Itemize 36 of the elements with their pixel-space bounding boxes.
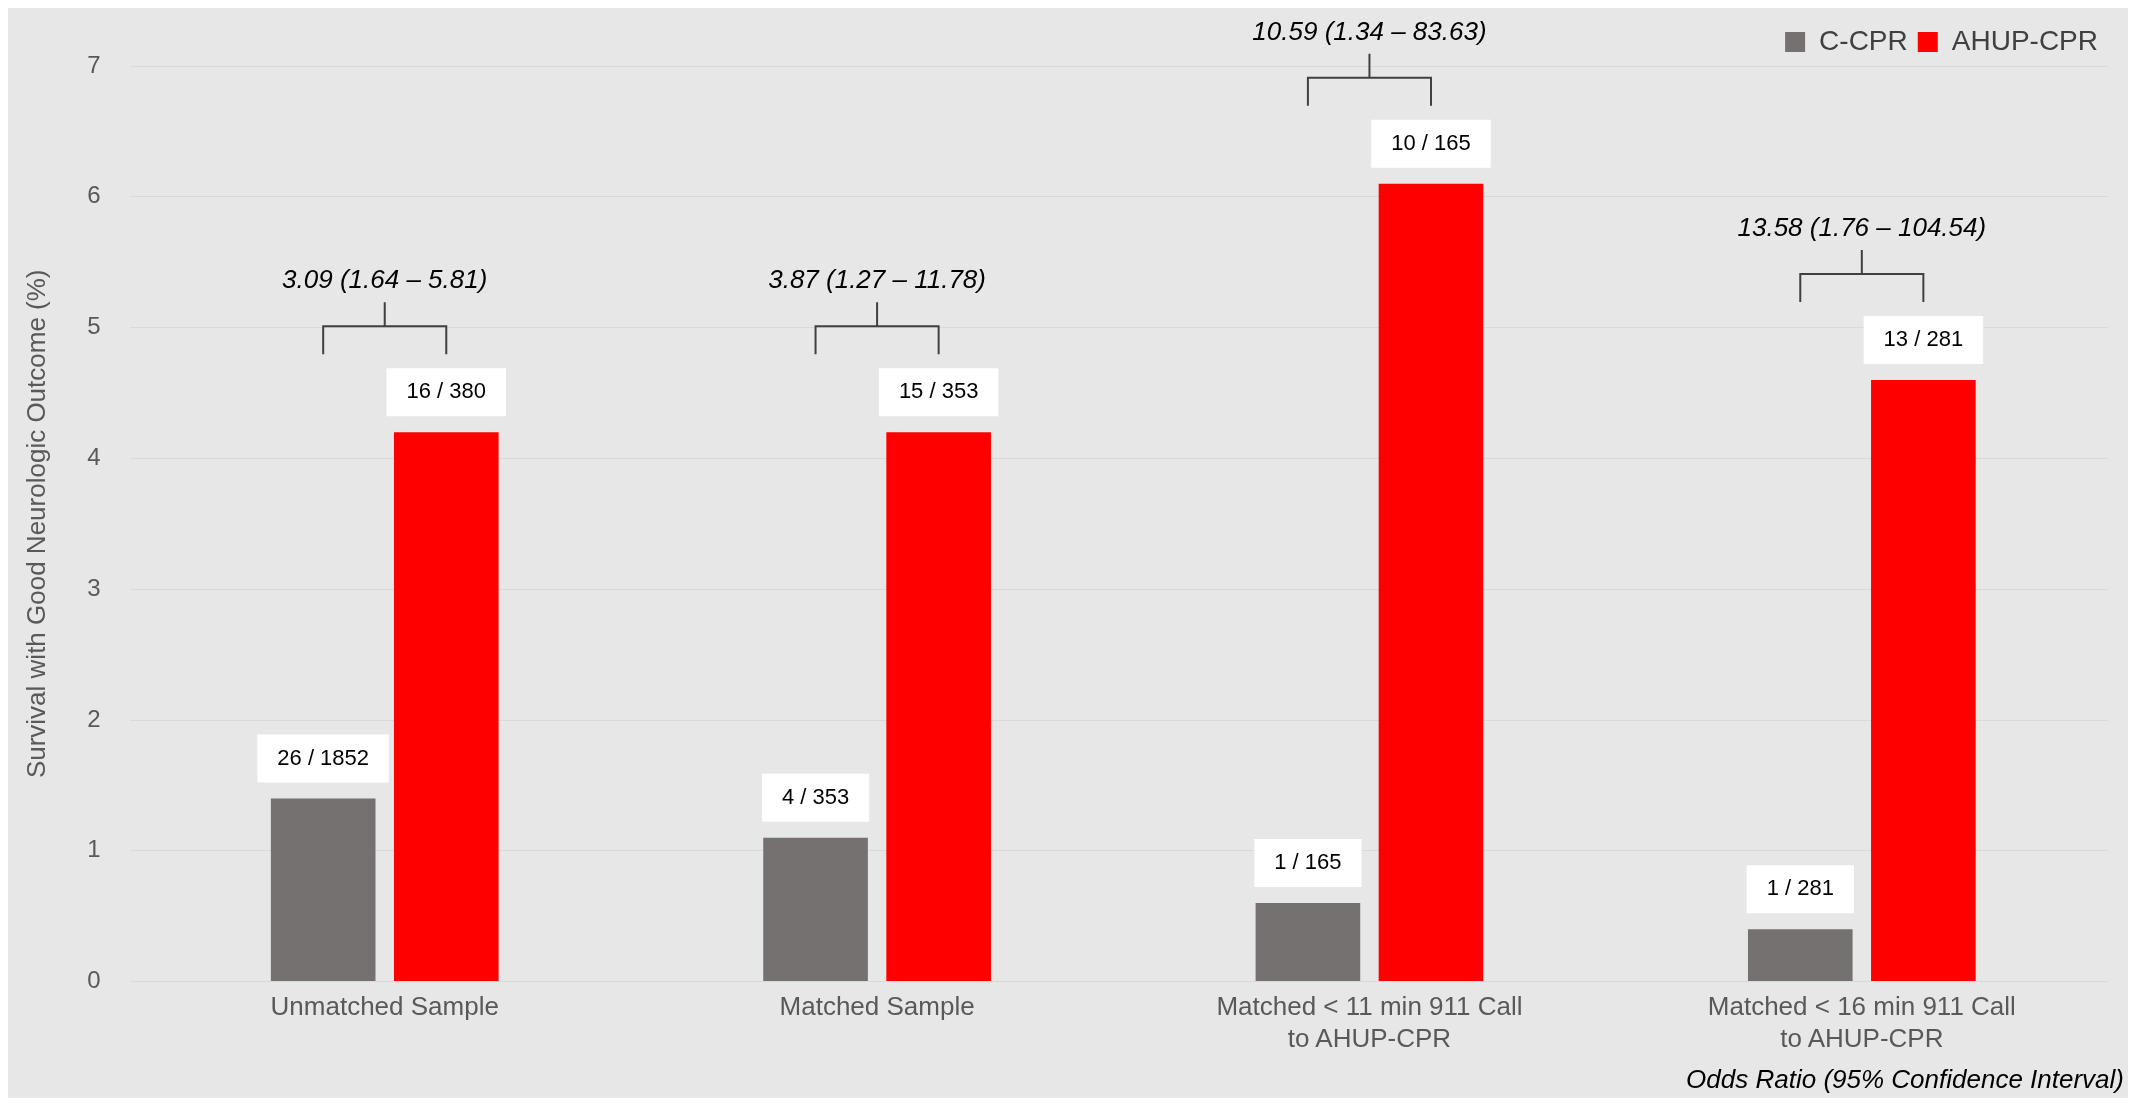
bar [886,432,991,982]
bar [1871,379,1976,982]
annotation: 10 / 165 [1391,129,1471,155]
y-axis-title: Survival with Good Neurologic Outcome (%) [20,269,51,779]
annotation: 16 / 380 [406,378,487,404]
text: Odds Ratio (95% Confidence Interval) [1686,1064,2124,1095]
y-tick-label: 3 [87,573,101,601]
text: 10.59 (1.34 – 83.63) [1252,15,1487,46]
x-tick-label: Unmatched Sample [270,991,499,1022]
annotation: 15 / 353 [898,378,979,404]
annotation: 26 / 1852 [277,744,370,770]
bar [763,837,868,982]
x-tick-label: Matched Sample [779,991,975,1022]
annotation: 1 / 281 [1766,875,1834,901]
bar [1255,903,1361,982]
bar [270,798,376,982]
x-tick-label: Matched < 11 min 911 Call to AHUP-CPR [1216,991,1523,1053]
bar [1747,929,1853,982]
annotation: 13 / 281 [1883,325,1964,351]
x-tick-label: Matched < 16 min 911 Call to AHUP-CPR [1707,991,2016,1053]
y-tick-label: 0 [87,966,101,994]
annotation: 13.58 (1.76 – 104.54) [1737,212,1987,243]
y-tick-label: 7 [87,50,101,78]
annotation: 3.87 (1.27 – 11.78) [768,264,986,295]
y-tick-label: 6 [87,181,101,209]
bar [1378,183,1484,982]
y-tick-label: 1 [87,835,101,863]
annotation: 3.09 (1.64 – 5.81) [282,264,488,295]
legend-label: C-CPR [1819,24,1908,56]
y-tick-label: 2 [87,704,101,732]
bar [393,432,499,982]
y-tick-label: 5 [87,312,101,340]
legend-label: AHUP-CPR [1951,24,2098,56]
annotation: 4 / 353 [781,783,850,809]
annotation: 1 / 165 [1274,849,1342,875]
y-tick-label: 4 [87,443,101,471]
